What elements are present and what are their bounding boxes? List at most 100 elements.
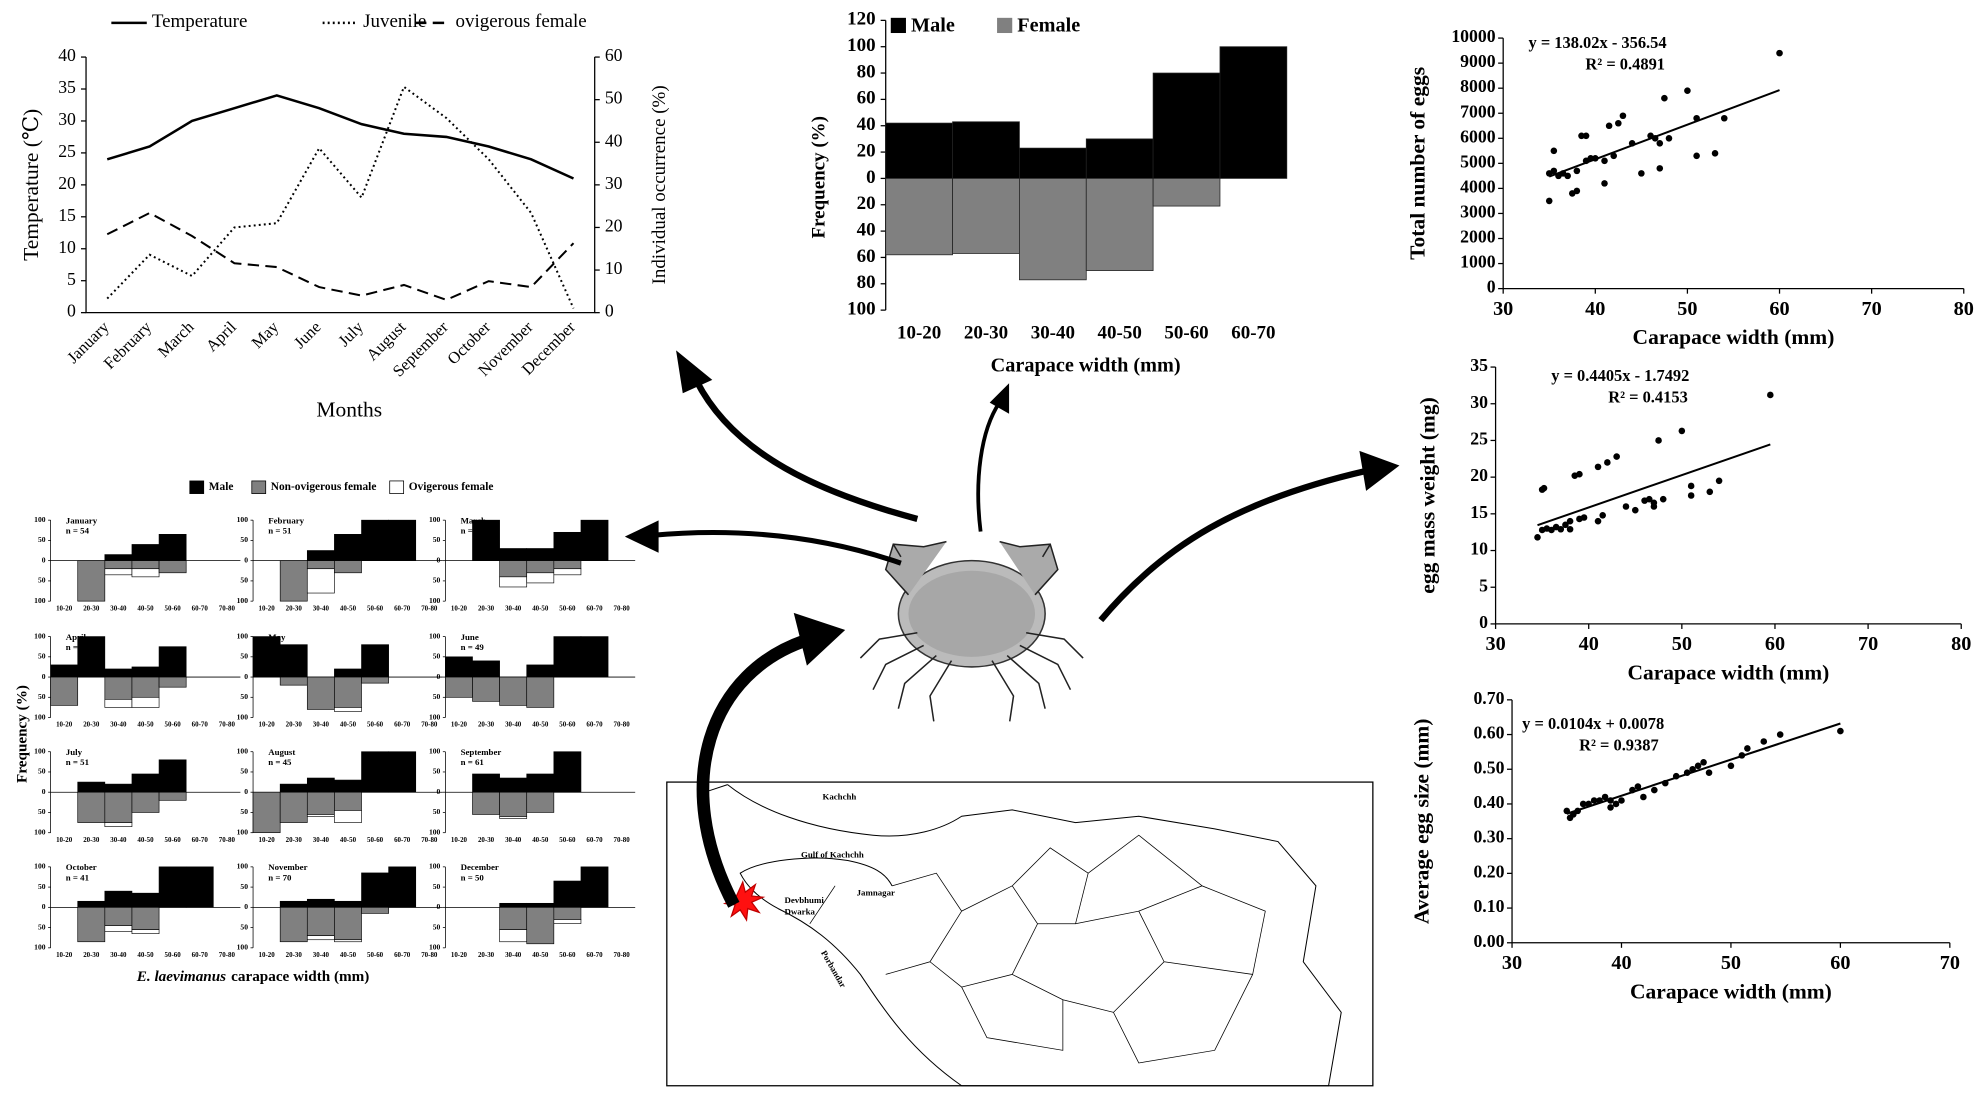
bar	[526, 572, 555, 584]
bar	[279, 560, 308, 602]
x-tick-label: 60-70	[394, 604, 411, 612]
x-tick-label: 10-20	[451, 836, 468, 844]
x-tick-label: 40	[1585, 298, 1605, 320]
legend-label: Non-ovigerous female	[271, 481, 377, 493]
axis-label: egg mass weight (mg)	[1416, 397, 1440, 593]
point	[1767, 391, 1774, 399]
y-tick-label: 40	[58, 45, 76, 65]
point	[1738, 752, 1746, 759]
y-tick-label: 0	[244, 555, 248, 564]
y-tick-label: 80	[857, 61, 876, 82]
y-tick-label: 0	[437, 902, 441, 911]
x-tick-label: 60	[1769, 298, 1789, 320]
panel-subtitle: n = 45	[268, 757, 292, 767]
y-tick-label: 100	[237, 596, 249, 605]
map	[666, 781, 1374, 1087]
bar	[131, 560, 160, 570]
x-tick-label: 60-70	[192, 951, 209, 959]
bar	[131, 791, 160, 813]
point	[1580, 514, 1588, 521]
bar	[158, 560, 187, 574]
panel-subtitle: n = 49	[461, 642, 485, 652]
line-series	[106, 211, 575, 301]
x-tick-label: 30	[1493, 298, 1513, 320]
point	[1711, 150, 1719, 157]
point	[1594, 517, 1602, 525]
y-tick-label: 50	[240, 807, 248, 816]
axes	[1511, 699, 1950, 944]
y-tick-label: 50	[38, 535, 46, 544]
x-tick-label: 70	[1858, 633, 1878, 655]
point	[1634, 783, 1642, 790]
axis-label: Frequency (%)	[808, 116, 829, 238]
x-tick-label: June	[290, 317, 325, 352]
y-tick-label: 0.30	[1473, 827, 1504, 847]
y-tick-label: 0	[42, 902, 46, 911]
axis-label: Total number of eggs	[1406, 67, 1430, 260]
point	[1694, 762, 1702, 770]
x-tick-label: 40	[1611, 952, 1631, 974]
x-tick-label: May	[248, 317, 283, 352]
x-tick-label: 70-80	[614, 951, 631, 959]
point	[1601, 180, 1608, 187]
x-tick-label: 70-80	[421, 721, 438, 729]
y-tick-label: 8000	[1460, 76, 1496, 96]
bar	[334, 779, 362, 793]
point	[1650, 503, 1658, 510]
y-tick-label: 50	[433, 576, 441, 585]
bar	[553, 568, 582, 576]
y-tick-label: 100	[429, 862, 441, 871]
x-axis-title: Carapace width (mm)	[1633, 325, 1835, 349]
y-tick-label: 5	[67, 269, 76, 289]
point	[1534, 534, 1541, 541]
bar	[334, 676, 362, 708]
y-tick-label: 50	[38, 922, 46, 931]
r-squared: R² = 0.4153	[1608, 387, 1688, 406]
y-tick-label: 0	[244, 672, 248, 681]
arrowhead	[793, 612, 846, 666]
y2-tick-label: 40	[605, 130, 623, 150]
point	[1727, 762, 1735, 770]
y2-tick-label: 0	[605, 301, 614, 321]
bar	[334, 939, 362, 943]
y-tick-label: 100	[429, 515, 441, 524]
legend-label: Juvenile	[363, 11, 426, 32]
y-tick-label: 100	[237, 515, 249, 524]
panel-subtitle: n = 61	[461, 757, 484, 767]
point	[1656, 140, 1664, 147]
y2-tick-label: 20	[605, 216, 623, 236]
x-tick-label: 30	[1485, 633, 1505, 655]
x-tick-label: April	[202, 317, 240, 355]
y2-tick-label: 50	[605, 88, 623, 108]
bar	[526, 548, 555, 561]
y-tick-label: 120	[847, 9, 875, 30]
bar	[553, 636, 582, 678]
bar	[158, 866, 187, 908]
y-tick-label: 50	[433, 882, 441, 891]
bar	[306, 791, 335, 815]
y-tick-label: 50	[240, 535, 248, 544]
point	[1665, 135, 1673, 142]
y-tick-label: 100	[429, 943, 441, 952]
point	[1601, 793, 1609, 801]
panel-subtitle: n = 51	[66, 757, 89, 767]
bar	[472, 773, 500, 793]
y-tick-label: 100	[34, 862, 46, 871]
panel-title: January	[66, 515, 98, 525]
point	[1618, 797, 1625, 804]
point	[1579, 800, 1587, 808]
x-tick-label: 40-50	[532, 721, 549, 729]
y-tick-label: 0.20	[1473, 861, 1504, 881]
point	[1610, 152, 1618, 160]
x-tick-label: 20-30	[83, 604, 100, 612]
bar	[526, 907, 555, 945]
y-tick-label: 35	[58, 77, 76, 97]
y-tick-label: 2000	[1460, 227, 1496, 247]
x-tick-label: 70	[1940, 952, 1960, 974]
bar	[553, 531, 582, 561]
point	[1578, 132, 1585, 140]
panel-title: April	[66, 632, 87, 642]
x-tick-label: 70-80	[421, 836, 438, 844]
point	[1700, 759, 1707, 766]
legend-label: Temperature	[152, 11, 248, 32]
